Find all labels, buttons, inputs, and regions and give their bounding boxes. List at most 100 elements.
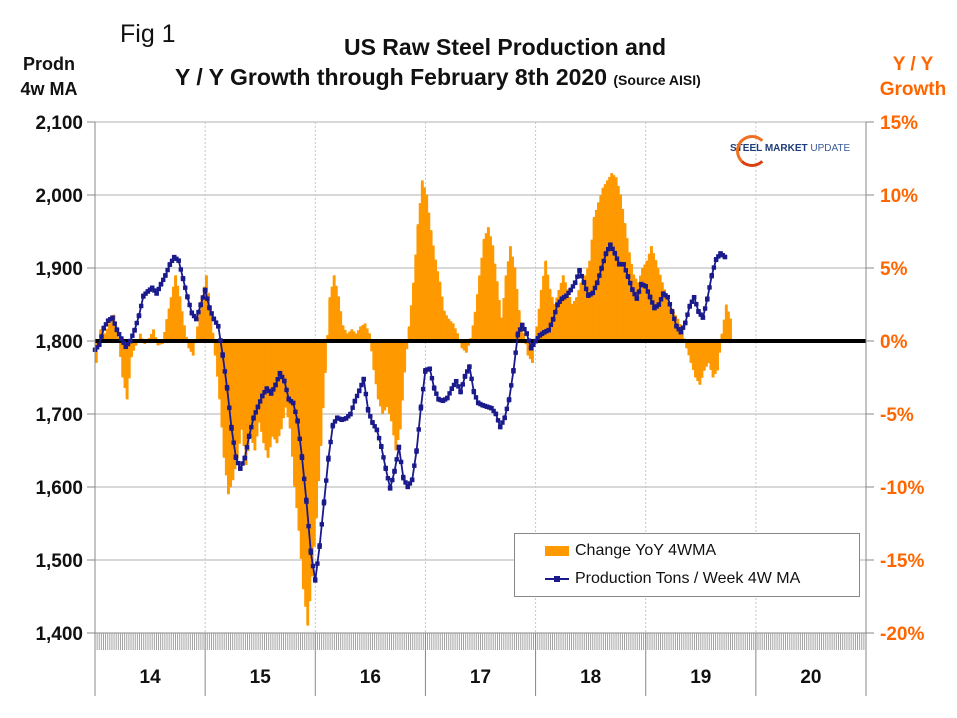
bar — [163, 331, 166, 341]
bar — [368, 333, 371, 341]
line-marker — [473, 395, 479, 400]
line-marker — [680, 325, 686, 330]
bar — [172, 286, 175, 341]
bar — [438, 282, 442, 341]
line-marker — [412, 463, 417, 468]
bar — [363, 323, 367, 341]
bar — [431, 245, 435, 341]
line-marker — [509, 383, 514, 388]
bar — [409, 305, 413, 341]
bar — [183, 326, 186, 341]
bar — [394, 341, 398, 451]
bar — [246, 341, 250, 452]
bar — [403, 341, 407, 371]
bar — [139, 333, 142, 341]
bar — [456, 333, 459, 341]
left-tick-label: 1,700 — [35, 405, 83, 426]
line-marker — [608, 242, 613, 247]
line-marker — [445, 395, 450, 401]
line-marker — [200, 295, 206, 300]
bar — [546, 274, 550, 341]
bar — [191, 341, 195, 356]
line-marker — [273, 382, 278, 387]
line-marker — [319, 522, 325, 527]
bar — [198, 312, 202, 341]
line-marker — [209, 311, 214, 316]
left-tick-label: 2,000 — [35, 186, 83, 207]
bar — [277, 341, 281, 437]
left-tick-label: 1,800 — [35, 332, 83, 353]
line-marker — [471, 389, 477, 395]
line-marker — [454, 378, 459, 384]
bar — [539, 289, 543, 341]
line-marker — [528, 346, 534, 351]
line-marker — [376, 435, 382, 441]
bar — [295, 341, 299, 509]
line-marker — [196, 309, 201, 315]
bar — [713, 341, 717, 374]
line-marker — [573, 280, 578, 285]
bar — [379, 341, 382, 407]
line-marker — [387, 486, 393, 491]
bar — [224, 341, 228, 476]
bar — [412, 282, 415, 341]
bar — [491, 246, 495, 341]
line-marker — [546, 327, 551, 333]
line-marker — [372, 424, 377, 429]
bar — [487, 227, 490, 341]
bar — [687, 341, 691, 356]
bar — [222, 341, 226, 458]
line-marker — [94, 345, 100, 350]
bar — [354, 333, 358, 341]
line-marker — [464, 369, 470, 374]
bar — [185, 336, 188, 341]
bar — [467, 341, 470, 346]
bar — [672, 311, 675, 341]
bar — [418, 203, 422, 341]
line-marker — [229, 426, 234, 431]
line-marker — [410, 477, 415, 482]
line-marker — [255, 404, 261, 409]
bar — [427, 212, 431, 341]
line-marker — [522, 326, 527, 332]
right-tick-label: -15% — [880, 551, 924, 572]
bar — [639, 275, 642, 341]
bar — [213, 341, 217, 356]
bar — [220, 341, 224, 428]
bar — [207, 292, 210, 341]
bar — [575, 297, 578, 341]
line-marker — [218, 338, 223, 343]
line-marker — [676, 327, 681, 332]
line-marker — [152, 288, 157, 293]
line-marker — [354, 393, 360, 399]
line-marker — [165, 267, 170, 273]
bar — [387, 341, 391, 414]
line-marker — [489, 405, 494, 411]
bar — [255, 341, 259, 437]
bar — [317, 341, 321, 482]
line-marker — [244, 445, 250, 450]
bar — [315, 341, 319, 517]
bar — [471, 325, 475, 341]
bar — [174, 275, 178, 341]
right-tick-label: -10% — [880, 478, 924, 499]
bar — [572, 300, 576, 341]
line-marker — [279, 374, 285, 380]
line-marker — [553, 309, 558, 315]
line-marker — [500, 420, 505, 425]
line-marker — [119, 336, 124, 342]
line-marker — [689, 299, 695, 304]
bar — [187, 341, 191, 349]
bar — [328, 297, 332, 341]
bar — [244, 341, 248, 466]
logo-mid: MARKET — [764, 143, 808, 154]
line-marker — [597, 273, 602, 278]
line-marker — [603, 251, 609, 256]
line-marker — [665, 295, 670, 300]
bar — [286, 341, 290, 418]
bar — [306, 341, 310, 626]
line-marker — [403, 480, 408, 485]
line-marker — [163, 273, 168, 278]
line-marker — [555, 302, 560, 307]
bar — [312, 341, 316, 547]
